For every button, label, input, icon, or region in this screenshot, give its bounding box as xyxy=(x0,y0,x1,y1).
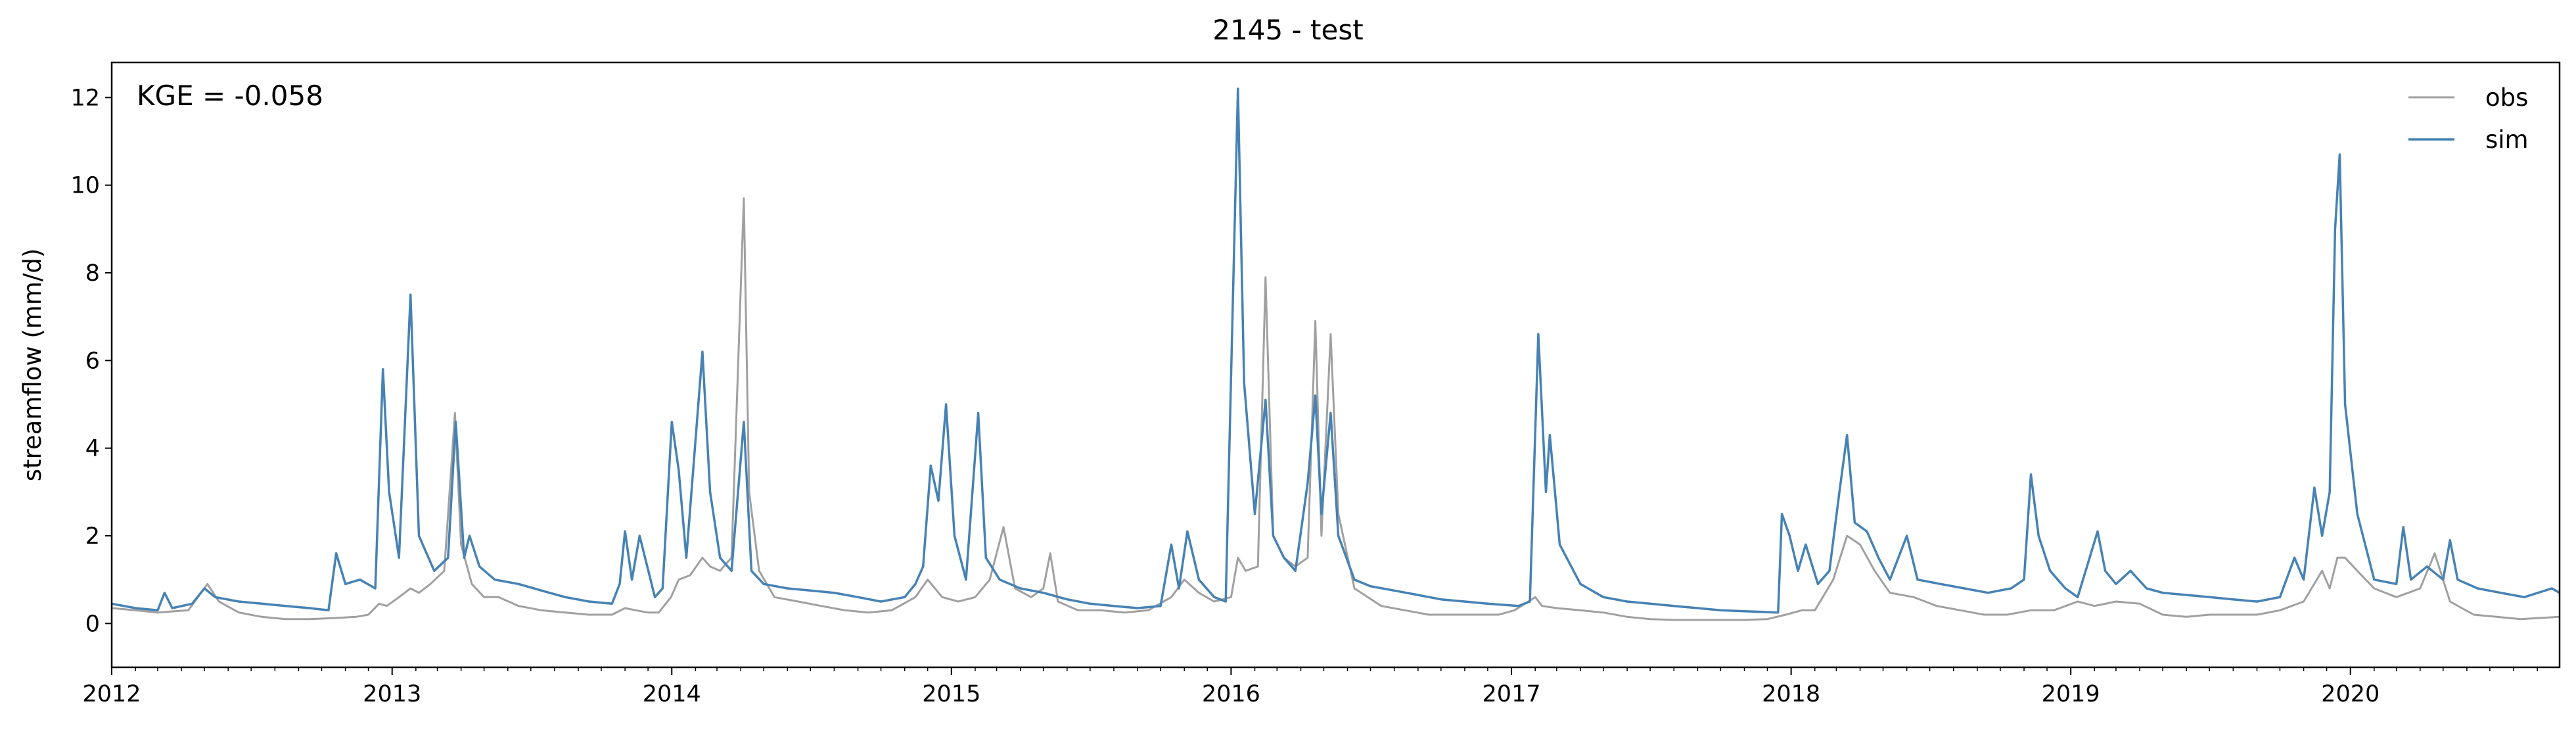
x-tick-label: 2017 xyxy=(1483,681,1541,707)
y-tick-label: 6 xyxy=(85,348,100,374)
series-line-obs xyxy=(111,197,2560,621)
y-tick-label: 4 xyxy=(85,436,100,462)
x-tick-label: 2019 xyxy=(2042,681,2100,707)
y-tick-label: 8 xyxy=(85,260,100,287)
x-tick-label: 2015 xyxy=(922,681,980,707)
y-axis-label: streamflow (mm/d) xyxy=(18,249,47,482)
x-tick-label: 2012 xyxy=(82,681,141,707)
x-axis: 2012 2013 2014 2015 2016 2017 2018 2019 2020 xyxy=(82,667,2538,707)
y-tick-label: 10 xyxy=(70,173,100,199)
x-tick-label: 2016 xyxy=(1202,681,1260,707)
legend: obs sim xyxy=(2408,83,2529,154)
x-tick-label: 2018 xyxy=(1762,681,1820,707)
y-tick-label: 2 xyxy=(85,523,100,550)
x-tick-label: 2014 xyxy=(643,681,701,707)
series-layer xyxy=(111,87,2560,621)
legend-label-obs: obs xyxy=(2485,83,2528,112)
kge-annotation: KGE = -0.058 xyxy=(137,80,323,112)
y-axis: 0 2 4 6 8 10 12 xyxy=(70,85,112,637)
plot-frame xyxy=(110,61,2561,669)
y-tick-label: 12 xyxy=(70,85,100,111)
chart-title: 2145 - test xyxy=(1212,14,1363,46)
series-line-sim xyxy=(111,87,2560,614)
x-tick-label: 2020 xyxy=(2321,681,2380,707)
legend-label-sim: sim xyxy=(2485,126,2529,154)
y-tick-label: 0 xyxy=(85,611,100,637)
x-tick-label: 2013 xyxy=(363,681,421,707)
